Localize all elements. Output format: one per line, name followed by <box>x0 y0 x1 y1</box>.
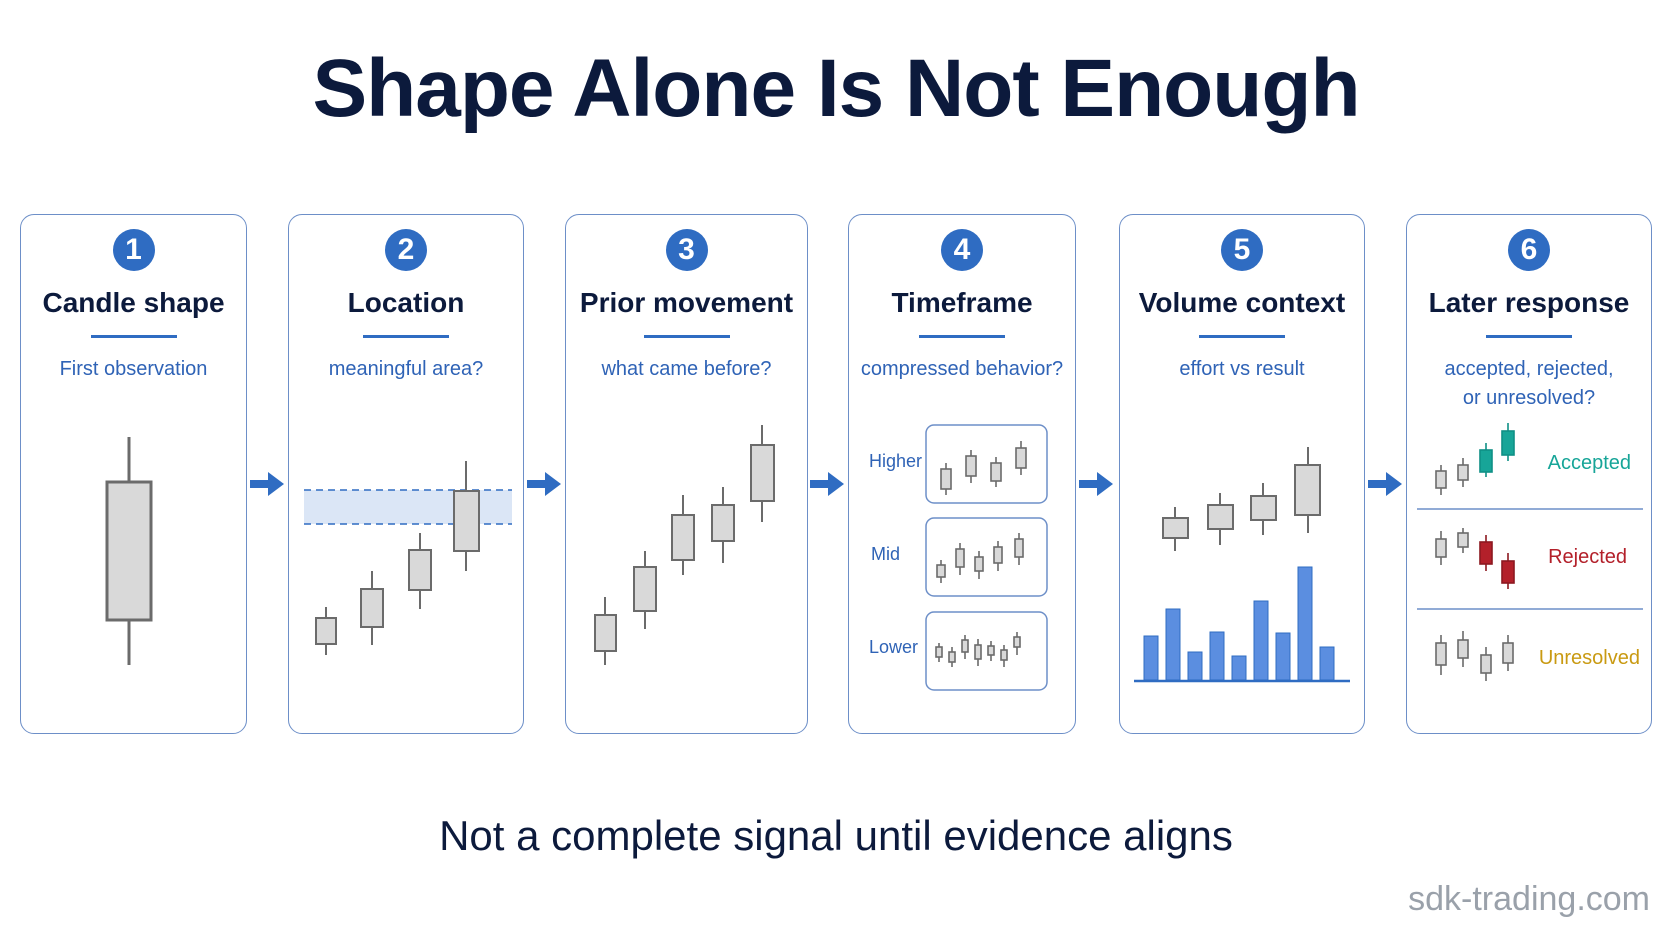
arrow-right-icon <box>810 472 844 496</box>
arrow-right-icon <box>250 472 284 496</box>
step-card-prior-movement: 3 Prior movement what came before? <box>565 214 808 734</box>
candle-shape-illustration <box>105 437 153 665</box>
volume-bars <box>1143 566 1335 681</box>
footer-caption: Not a complete signal until evidence ali… <box>439 812 1233 859</box>
outcome-accepted: Accepted <box>1548 452 1631 474</box>
step-subtitle: compressed behavior? <box>860 358 1064 380</box>
title-underline <box>1199 335 1285 338</box>
timeframe-illustration: Higher Mid Lower <box>869 424 1048 691</box>
step-card-timeframe: 4 Timeframe compressed behavior? Higher … <box>848 214 1076 734</box>
step-subtitle: meaningful area? <box>328 358 484 380</box>
step-subtitle: what came before? <box>601 358 772 380</box>
step-title: Volume context <box>1138 287 1346 318</box>
step-card-candle-shape: 1 Candle shape First observation <box>20 214 247 734</box>
timeframe-label-higher: Higher <box>869 451 922 471</box>
step-title: Prior movement <box>579 287 794 318</box>
volume-context-illustration <box>1134 447 1350 683</box>
step-number-badge: 2 <box>385 229 427 271</box>
step-card-location: 2 Location meaningful area? <box>288 214 524 734</box>
page-title: Shape Alone Is Not Enough <box>312 43 1360 134</box>
timeframe-label-mid: Mid <box>871 544 900 564</box>
title-underline <box>363 335 449 338</box>
title-underline <box>643 335 730 338</box>
location-illustration <box>304 461 512 655</box>
title-underline <box>919 335 1005 338</box>
price-candles <box>1162 447 1321 551</box>
step-number-badge: 4 <box>941 229 983 271</box>
outcome-unresolved: Unresolved <box>1539 647 1640 669</box>
step-title: Candle shape <box>42 287 225 318</box>
step-subtitle: effort vs result <box>1179 358 1305 380</box>
step-subtitle: accepted, rejected, or unresolved? <box>1444 358 1614 409</box>
later-response-illustration: Accepted Rejected Unresolved <box>1417 423 1643 681</box>
mid-timeframe-box <box>925 517 1048 597</box>
arrow-right-icon <box>527 472 561 496</box>
step-number-badge: 3 <box>665 229 708 271</box>
title-underline <box>1486 335 1572 338</box>
timeframe-label-lower: Lower <box>869 637 918 657</box>
meaningful-area-zone <box>304 490 512 524</box>
step-number-badge: 5 <box>1221 229 1263 271</box>
prior-movement-illustration <box>594 425 775 665</box>
watermark: sdk-trading.com <box>1408 880 1650 918</box>
step-number-badge: 1 <box>112 229 155 271</box>
lower-timeframe-box <box>925 611 1048 691</box>
higher-timeframe-box <box>925 424 1048 504</box>
step-title: Later response <box>1428 287 1630 318</box>
outcome-rejected: Rejected <box>1548 546 1627 568</box>
step-title: Timeframe <box>891 287 1033 318</box>
step-card-volume-context: 5 Volume context effort vs result <box>1119 214 1365 734</box>
step-subtitle: First observation <box>59 358 208 380</box>
title-underline <box>90 335 177 338</box>
step-title: Location <box>347 287 465 318</box>
arrow-right-icon <box>1079 472 1113 496</box>
step-card-later-response: 6 Later response accepted, rejected, or … <box>1406 214 1652 734</box>
arrow-right-icon <box>1368 472 1402 496</box>
step-number-badge: 6 <box>1508 229 1550 271</box>
